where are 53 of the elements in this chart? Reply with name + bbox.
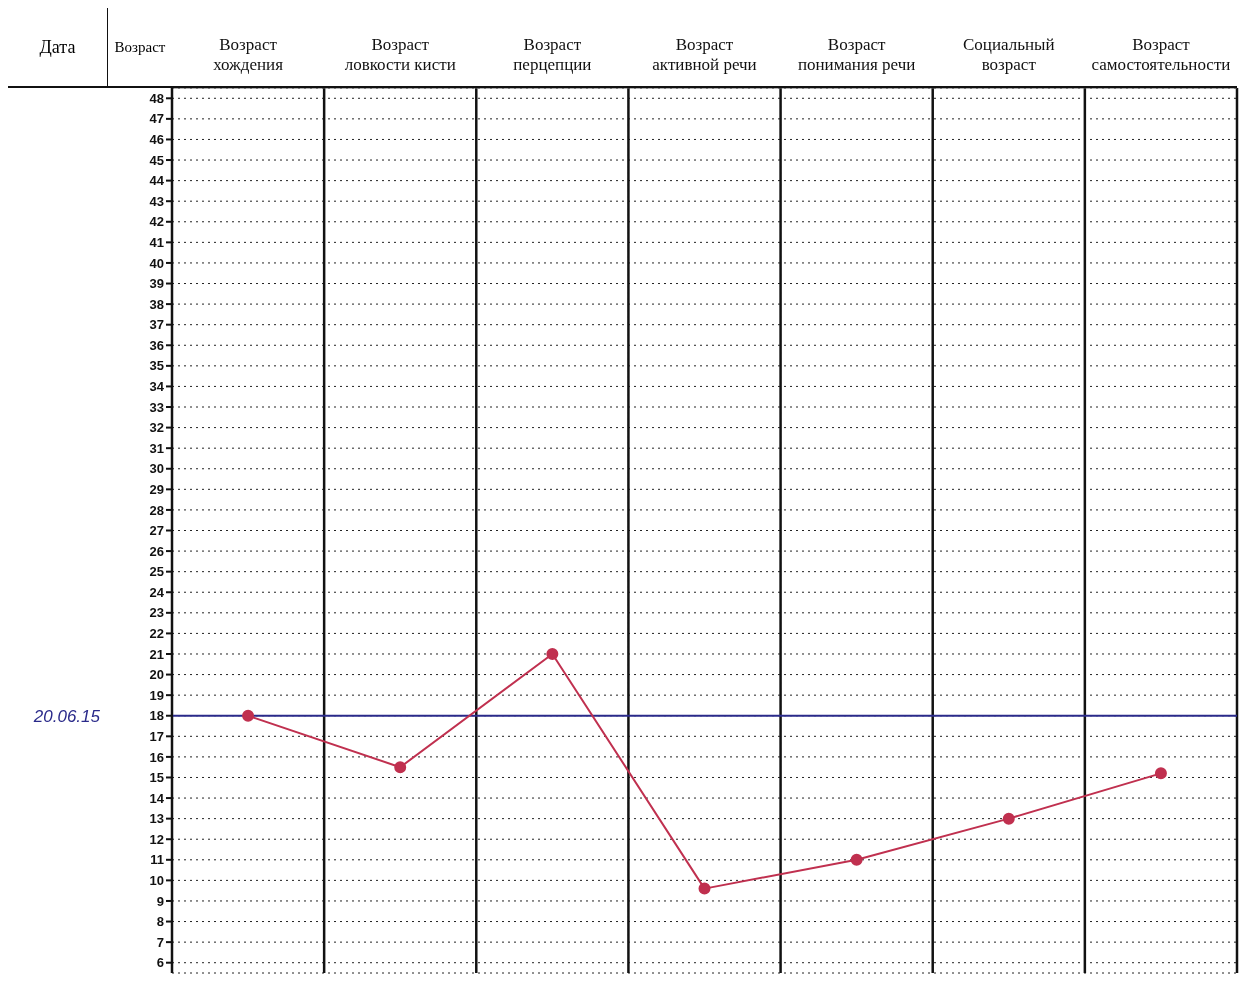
x-tick-label: Возраст самостоятельности — [1091, 35, 1231, 74]
y-tick-label: 16 — [149, 749, 164, 765]
x-tick-label: Социальный возраст — [962, 35, 1055, 74]
y-tick-label: 28 — [149, 502, 164, 518]
y-tick-label: 11 — [150, 852, 164, 868]
x-tick-label: Возраст активной речи — [652, 35, 757, 74]
y-tick-label: 46 — [149, 132, 164, 148]
y-tick-label: 21 — [149, 646, 164, 662]
y-tick-label: 48 — [149, 90, 164, 106]
y-tick-label: 37 — [149, 317, 164, 333]
y-tick-label: 19 — [149, 687, 164, 703]
y-tick-label: 44 — [149, 173, 165, 189]
y-tick-label: 42 — [149, 214, 164, 230]
y-tick-label: 10 — [149, 873, 164, 888]
y-tick-label: 13 — [149, 811, 164, 827]
y-tick-label: 35 — [149, 358, 164, 374]
y-tick-label: 22 — [149, 626, 164, 642]
y-tick-label: 47 — [149, 111, 164, 127]
x-tick-label: Возраст понимания речи — [797, 35, 916, 74]
y-tick-label: 8 — [156, 914, 164, 930]
y-tick-label: 26 — [149, 543, 164, 559]
y-tick-label: 23 — [149, 605, 164, 621]
y-tick-label: 39 — [149, 276, 164, 292]
y-tick-label: 40 — [149, 255, 164, 271]
text: Дата — [39, 36, 76, 58]
x-tick-label: Возраст хождения — [213, 35, 284, 74]
y-tick-label: 12 — [149, 831, 164, 847]
x-tick-label: Возраст перцепции — [513, 35, 592, 74]
y-tick-label: 27 — [149, 523, 164, 539]
y-tick-label: 25 — [149, 564, 164, 580]
y-tick-label: 7 — [156, 934, 164, 950]
ref-line-label: 20.06.15 — [32, 706, 101, 726]
y-tick-label: 6 — [156, 955, 164, 971]
y-tick-label: 14 — [149, 790, 165, 806]
y-tick-label: 15 — [149, 770, 164, 786]
y-tick-label: 43 — [149, 193, 164, 209]
y-tick-label: 20 — [149, 667, 164, 683]
y-tick-label: 33 — [149, 399, 164, 415]
y-axis-title: Возраст — [108, 8, 172, 88]
y-tick-label: 34 — [149, 379, 165, 395]
y-tick-label: 18 — [149, 708, 164, 724]
y-tick-label: 38 — [149, 296, 164, 312]
y-tick-label: 45 — [149, 152, 164, 168]
y-tick-label: 36 — [149, 337, 164, 353]
y-tick-label: 41 — [149, 234, 164, 250]
x-tick-label: Возраст ловкости кисти — [344, 35, 456, 74]
y-tick-label: 24 — [149, 584, 165, 600]
y-tick-label: 30 — [149, 461, 164, 477]
y-tick-label: 17 — [149, 728, 164, 744]
y-tick-label: 31 — [149, 440, 164, 456]
y-tick-label: 29 — [149, 481, 164, 497]
y-tick-label: 32 — [149, 420, 164, 436]
y-tick-label: 9 — [156, 893, 164, 909]
